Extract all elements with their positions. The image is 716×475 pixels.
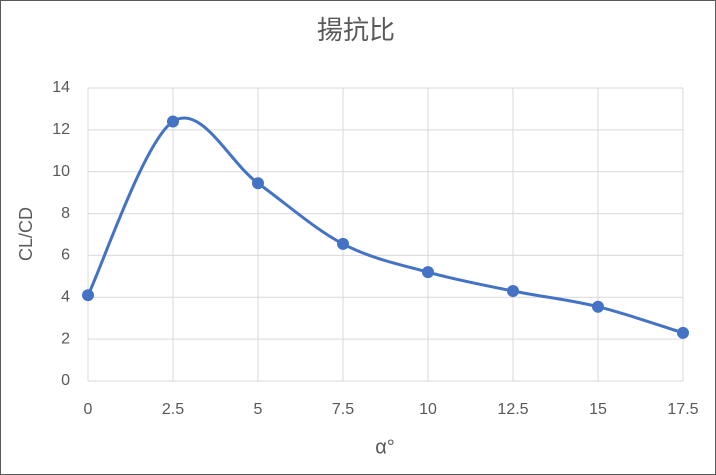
y-tick-label: 4 <box>61 289 70 306</box>
x-tick-label: 10 <box>419 401 437 418</box>
data-point <box>167 115 179 128</box>
data-point <box>337 237 349 250</box>
data-point <box>252 177 264 190</box>
data-point <box>82 289 94 302</box>
x-tick-label: 12.5 <box>497 401 528 418</box>
data-point <box>422 266 434 279</box>
y-tick-label: 14 <box>52 79 70 96</box>
x-tick-label: 2.5 <box>162 401 184 418</box>
y-tick-label: 2 <box>61 330 70 347</box>
data-point <box>592 300 604 313</box>
x-tick-label: 7.5 <box>332 401 354 418</box>
x-tick-label: 15 <box>589 401 607 418</box>
y-tick-label: 6 <box>61 247 70 264</box>
y-tick-label: 12 <box>52 121 70 138</box>
chart-title: 揚抗比 <box>317 15 395 45</box>
y-tick-label: 0 <box>61 372 70 389</box>
x-tick-label: 0 <box>84 401 93 418</box>
y-tick-label: 10 <box>52 163 70 180</box>
data-point <box>507 285 519 298</box>
y-axis-label: CL/CD <box>16 207 36 261</box>
x-tick-label: 5 <box>254 401 263 418</box>
x-tick-label: 17.5 <box>667 401 698 418</box>
y-tick-label: 8 <box>61 205 70 222</box>
data-point <box>677 326 689 339</box>
x-axis-label: α° <box>375 436 395 458</box>
